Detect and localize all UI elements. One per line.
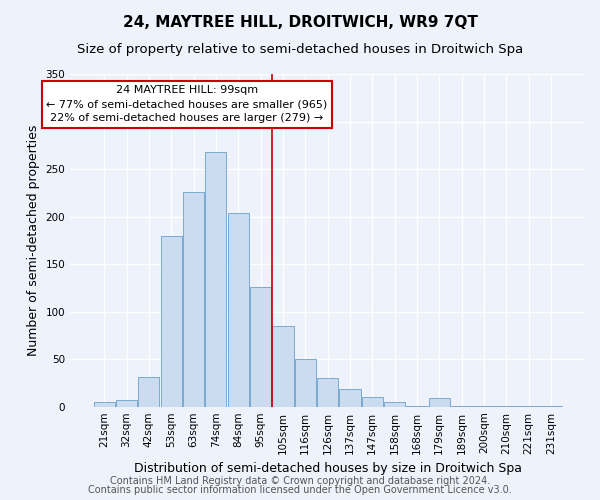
Bar (384, 402, 405, 406)
Bar (295, 359, 316, 406)
Bar (94, 402, 115, 406)
Bar (161, 236, 182, 406)
Bar (227, 213, 249, 406)
Text: Size of property relative to semi-detached houses in Droitwich Spa: Size of property relative to semi-detach… (77, 42, 523, 56)
Bar (272, 326, 293, 406)
Bar (205, 152, 226, 406)
Bar (250, 287, 271, 406)
Bar (116, 400, 137, 406)
X-axis label: Distribution of semi-detached houses by size in Droitwich Spa: Distribution of semi-detached houses by … (134, 462, 521, 475)
Bar (317, 378, 338, 406)
Bar (428, 398, 450, 406)
Text: Contains public sector information licensed under the Open Government Licence v3: Contains public sector information licen… (88, 485, 512, 495)
Bar (183, 192, 204, 406)
Text: 24 MAYTREE HILL: 99sqm
← 77% of semi-detached houses are smaller (965)
22% of se: 24 MAYTREE HILL: 99sqm ← 77% of semi-det… (46, 86, 328, 124)
Text: 24, MAYTREE HILL, DROITWICH, WR9 7QT: 24, MAYTREE HILL, DROITWICH, WR9 7QT (122, 15, 478, 30)
Y-axis label: Number of semi-detached properties: Number of semi-detached properties (27, 124, 40, 356)
Text: Contains HM Land Registry data © Crown copyright and database right 2024.: Contains HM Land Registry data © Crown c… (110, 476, 490, 486)
Bar (340, 388, 361, 406)
Bar (138, 377, 160, 406)
Bar (362, 397, 383, 406)
